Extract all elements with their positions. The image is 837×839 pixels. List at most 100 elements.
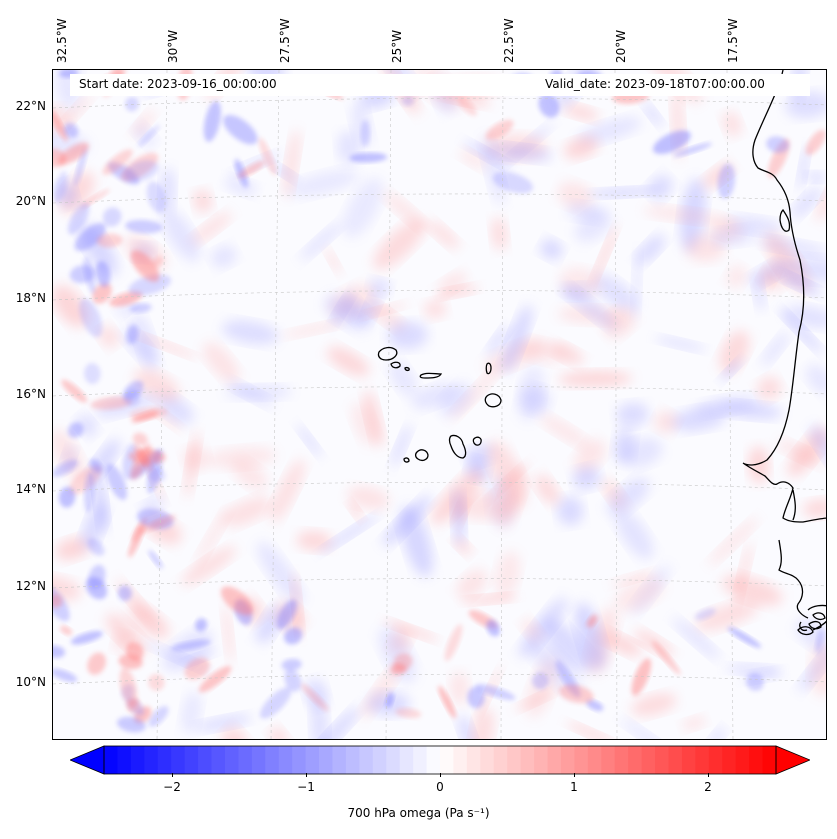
omega-blob — [400, 505, 433, 577]
omega-blob — [281, 658, 302, 671]
omega-blob — [748, 261, 785, 287]
colorbar-band — [224, 746, 239, 774]
omega-blob — [117, 716, 146, 733]
omega-blob — [673, 142, 713, 157]
omega-blob — [89, 458, 103, 474]
lon-tick-label: 22.5°W — [502, 18, 516, 63]
colorbar-band — [560, 746, 575, 774]
omega-blob — [102, 207, 122, 227]
omega-blob — [53, 171, 68, 204]
omega-blob — [137, 124, 160, 148]
gridline-lon — [614, 70, 618, 739]
omega-blob — [132, 432, 148, 446]
omega-blob — [125, 219, 163, 234]
omega-blob — [563, 104, 599, 121]
omega-blob — [654, 410, 678, 434]
gridline-lat — [53, 290, 826, 301]
omega-blob — [327, 346, 370, 377]
omega-blob — [310, 697, 329, 739]
omega-blob — [572, 466, 601, 490]
colorbar-svg — [68, 745, 812, 775]
omega-blob — [438, 285, 479, 298]
omega-blob — [211, 245, 237, 268]
omega-blob — [81, 503, 108, 550]
lat-tick-label: 12°N — [15, 579, 46, 593]
omega-blob — [53, 459, 79, 477]
omega-blob — [643, 102, 663, 127]
colorbar-band — [722, 746, 737, 774]
omega-blob — [390, 663, 407, 675]
omega-blob — [131, 410, 159, 423]
colorbar-band — [628, 746, 643, 774]
omega-blob — [351, 401, 378, 446]
omega-blob — [195, 714, 252, 732]
omega-blob — [401, 95, 414, 106]
omega-blob — [88, 564, 106, 590]
omega-blob — [300, 222, 342, 261]
omega-blob — [179, 650, 217, 666]
omega-blob — [486, 619, 500, 637]
bijagos-islands — [797, 626, 814, 636]
omega-blob — [681, 716, 707, 731]
gridline-lon — [385, 70, 392, 739]
island-santo-antao — [377, 346, 398, 361]
omega-blob — [223, 114, 258, 145]
omega-blob — [748, 446, 770, 484]
island-sao-nicolau — [419, 372, 443, 379]
omega-blob — [69, 265, 95, 284]
omega-blob — [181, 546, 237, 586]
colorbar-band — [399, 746, 414, 774]
omega-blob — [92, 283, 112, 304]
omega-blob — [588, 187, 658, 198]
colorbar-band — [372, 746, 387, 774]
colorbar-band — [614, 746, 629, 774]
colorbar-band — [762, 746, 777, 774]
colorbar-tickmark — [708, 773, 709, 777]
omega-blob — [672, 617, 721, 660]
omega-blob — [647, 174, 673, 200]
omega-blob — [609, 570, 655, 587]
start-date-label: Start date: 2023-09-16_00:00:00 — [79, 77, 277, 91]
lon-tick-label: 30°W — [166, 29, 180, 63]
omega-blob — [146, 452, 163, 494]
colorbar-tickmark — [574, 773, 575, 777]
colorbar-band — [359, 746, 374, 774]
omega-blob — [257, 541, 304, 605]
omega-blob — [452, 489, 466, 545]
omega-blob — [471, 707, 495, 739]
omega-blob — [694, 608, 716, 621]
omega-blob — [346, 486, 390, 510]
gridline-lat — [53, 386, 826, 397]
bijagos-islands — [812, 612, 826, 621]
omega-blob — [563, 136, 599, 160]
omega-blob — [791, 186, 823, 219]
omega-blob — [373, 219, 425, 270]
omega-blob — [96, 233, 123, 248]
island-santa-luzia — [404, 366, 410, 372]
omega-blob — [360, 119, 370, 147]
omega-blob — [162, 209, 200, 262]
omega-blob — [129, 303, 152, 313]
omega-blob — [575, 602, 606, 670]
colorbar-band — [574, 746, 589, 774]
omega-blob — [90, 396, 133, 410]
omega-blob — [53, 429, 85, 481]
omega-blob — [539, 414, 590, 448]
omega-blob — [203, 100, 221, 142]
omega-blob — [632, 248, 642, 321]
omega-blob — [457, 715, 477, 739]
colorbar-band — [426, 746, 441, 774]
colorbar-band — [292, 746, 307, 774]
omega-blob — [301, 683, 329, 712]
lon-tick-label: 25°W — [390, 29, 404, 63]
island-sao-vicente — [390, 361, 401, 369]
lon-tick-label: 17.5°W — [726, 18, 740, 63]
omega-blob — [462, 594, 517, 605]
omega-blob — [68, 465, 102, 495]
omega-blob — [84, 363, 101, 385]
omega-field-map — [53, 70, 826, 739]
omega-blob — [384, 619, 439, 642]
omega-blob — [61, 379, 88, 403]
omega-blob — [206, 446, 277, 469]
omega-blob — [586, 614, 598, 628]
